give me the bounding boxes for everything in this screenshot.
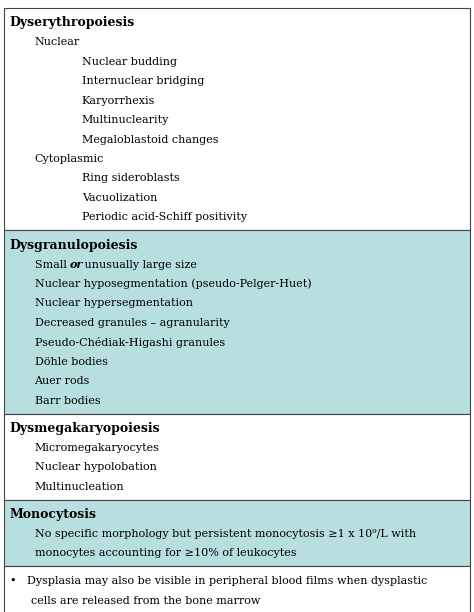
Text: Nuclear hyposegmentation (pseudo-Pelger-Huet): Nuclear hyposegmentation (pseudo-Pelger-…: [35, 278, 311, 289]
Text: Nuclear hypersegmentation: Nuclear hypersegmentation: [35, 299, 192, 308]
Text: cells are released from the bone marrow: cells are released from the bone marrow: [31, 595, 260, 606]
Bar: [4, 8, 470, 230]
Text: unusually large size: unusually large size: [81, 259, 197, 269]
Text: •   Dysplasia may also be visible in peripheral blood films when dysplastic: • Dysplasia may also be visible in perip…: [9, 576, 427, 586]
Text: Monocytosis: Monocytosis: [9, 508, 97, 521]
Text: Barr bodies: Barr bodies: [35, 395, 100, 406]
Text: Nuclear budding: Nuclear budding: [82, 57, 177, 67]
Text: Periodic acid-Schiff positivity: Periodic acid-Schiff positivity: [82, 212, 247, 222]
Text: Ring sideroblasts: Ring sideroblasts: [82, 173, 180, 184]
Text: No specific morphology but persistent monocytosis ≥1 x 10⁹/L with: No specific morphology but persistent mo…: [35, 529, 416, 539]
Text: Dysgranulopoiesis: Dysgranulopoiesis: [9, 239, 138, 252]
Text: Micromegakaryocytes: Micromegakaryocytes: [35, 443, 159, 453]
Bar: [4, 414, 470, 499]
Text: Multinuclearity: Multinuclearity: [82, 115, 169, 125]
Text: Döhle bodies: Döhle bodies: [35, 357, 108, 367]
Text: Nuclear: Nuclear: [35, 37, 80, 47]
Text: Multinucleation: Multinucleation: [35, 482, 124, 492]
Text: Small: Small: [35, 259, 70, 269]
Text: or: or: [69, 259, 82, 270]
Bar: [4, 499, 470, 566]
Text: Pseudo-Chédiak-Higashi granules: Pseudo-Chédiak-Higashi granules: [35, 337, 225, 348]
Text: Megaloblastoid changes: Megaloblastoid changes: [82, 135, 219, 144]
Text: Vacuolization: Vacuolization: [82, 193, 157, 203]
Text: Cytoplasmic: Cytoplasmic: [35, 154, 104, 164]
Text: Auer rods: Auer rods: [35, 376, 90, 386]
Text: Karyorrhexis: Karyorrhexis: [82, 95, 155, 106]
Text: monocytes accounting for ≥10% of leukocytes: monocytes accounting for ≥10% of leukocy…: [35, 548, 296, 558]
Text: Decreased granules – agranularity: Decreased granules – agranularity: [35, 318, 229, 328]
Bar: [4, 566, 470, 612]
Bar: [4, 230, 470, 414]
Text: Dyserythropoiesis: Dyserythropoiesis: [9, 17, 135, 29]
Text: Nuclear hypolobation: Nuclear hypolobation: [35, 462, 156, 472]
Text: Dysmegakaryopoiesis: Dysmegakaryopoiesis: [9, 422, 160, 435]
Text: Internuclear bridging: Internuclear bridging: [82, 76, 204, 86]
